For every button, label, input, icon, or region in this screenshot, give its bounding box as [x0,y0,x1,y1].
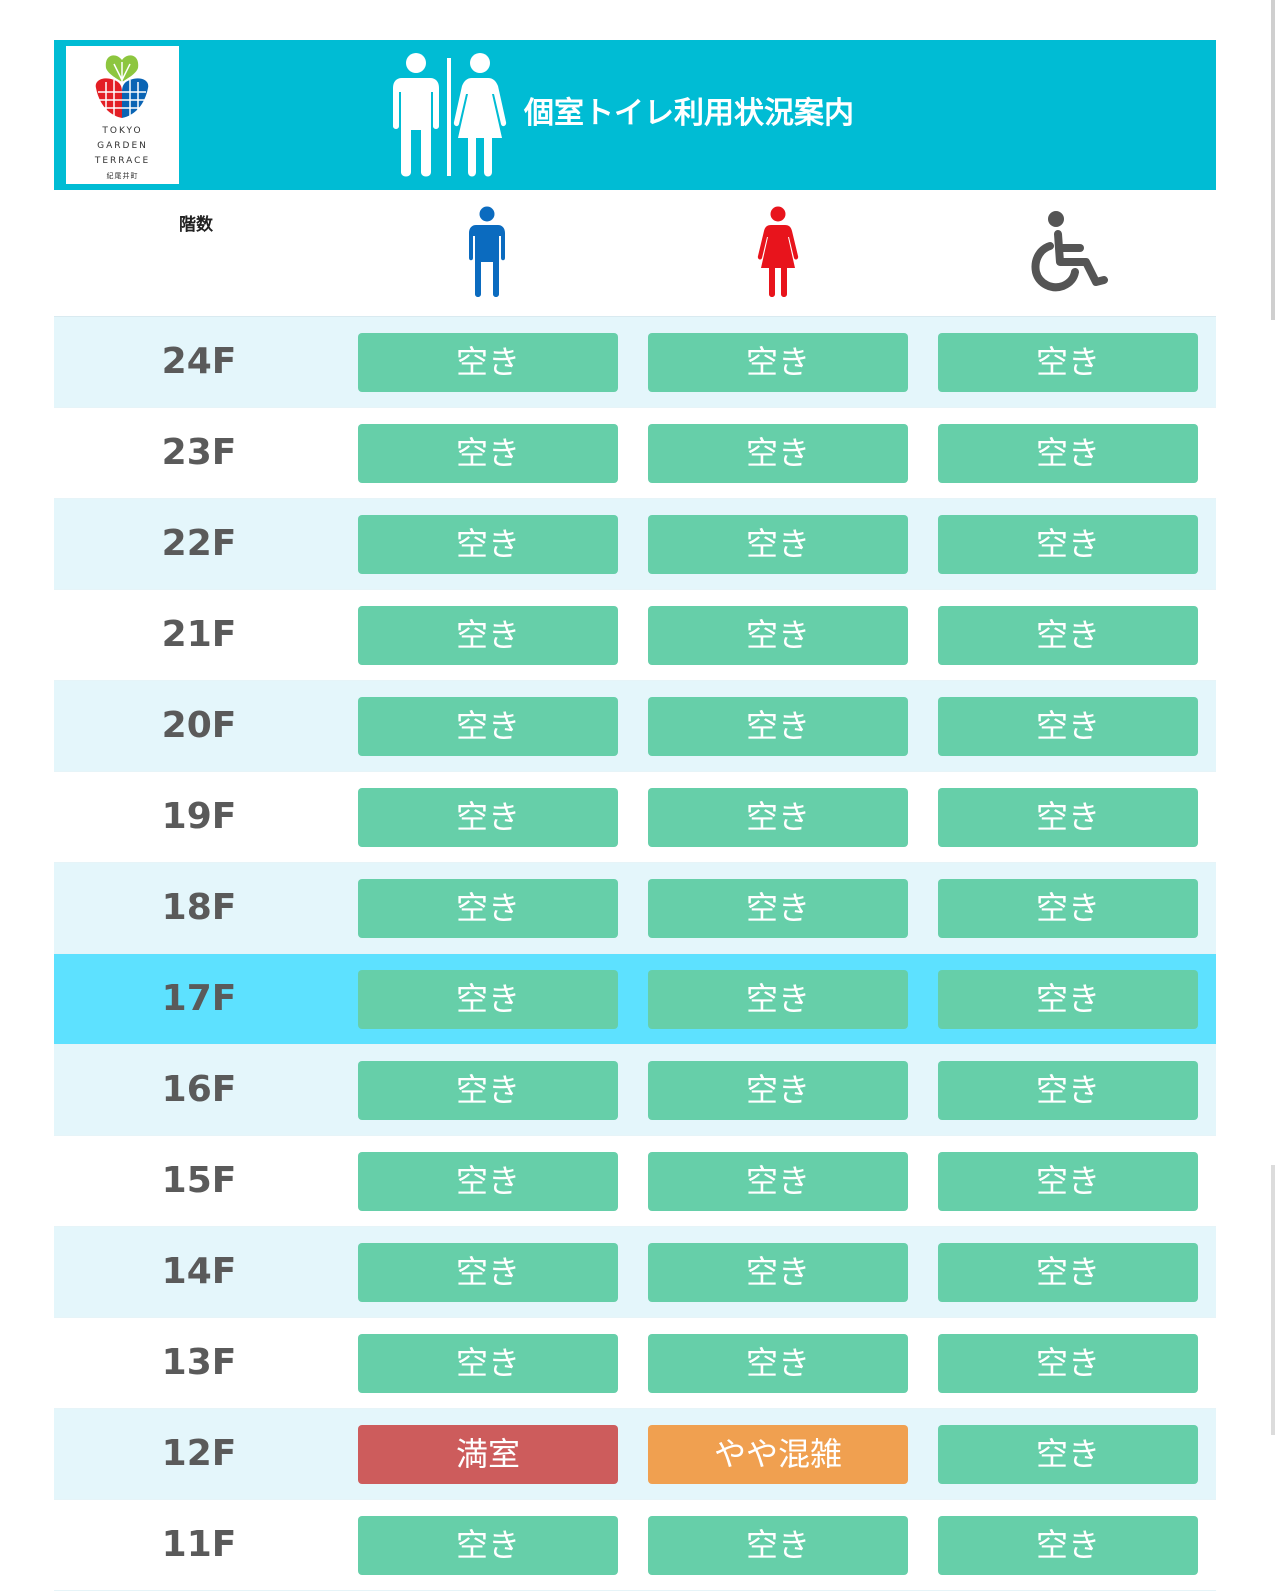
floor-label: 23F [161,432,237,473]
floor-label: 21F [161,614,237,655]
floor-label: 15F [161,1160,237,1201]
status-badge-female: やや混雑 [648,1425,908,1484]
floor-row: 15F 空き 空き 空き [54,1136,1216,1227]
floor-label: 20F [161,705,237,746]
status-badge-accessible: 空き [938,1334,1198,1393]
status-badge-male: 空き [358,424,618,483]
status-badge-female: 空き [648,424,908,483]
status-badge-male: 空き [358,1152,618,1211]
status-badge-male: 空き [358,606,618,665]
status-badge-male: 空き [358,788,618,847]
status-badge-female: 空き [648,333,908,392]
logo-mark-icon [95,55,149,118]
status-badge-male: 空き [358,697,618,756]
wheelchair-icon [1031,211,1108,292]
floor-row: 14F 空き 空き 空き [54,1227,1216,1318]
floor-row: 18F 空き 空き 空き [54,863,1216,954]
floor-label: 18F [161,887,237,928]
status-badge-male: 空き [358,1334,618,1393]
status-badge-female: 空き [648,697,908,756]
header-banner: TOKYO GARDEN TERRACE 紀尾井町 個室トイレ利用状況案内 [54,40,1216,190]
status-badge-female: 空き [648,970,908,1029]
floor-label: 12F [161,1433,237,1474]
floor-label: 16F [161,1069,237,1110]
floor-row: 17F 空き 空き 空き [54,954,1216,1045]
status-badge-accessible: 空き [938,970,1198,1029]
floor-column-header: 階数 [179,215,213,235]
status-badge-male: 空き [358,879,618,938]
restroom-icon [393,53,507,177]
status-badge-female: 空き [648,515,908,574]
status-badge-accessible: 空き [938,515,1198,574]
page-title: 個室トイレ利用状況案内 [524,96,854,131]
status-badge-male: 満室 [358,1425,618,1484]
floor-row: 23F 空き 空き 空き [54,408,1216,499]
male-icon [469,206,505,297]
status-badge-accessible: 空き [938,879,1198,938]
status-badge-male: 空き [358,1516,618,1575]
floor-list: 24F 空き 空き 空き 23F 空き 空き 空き 22F 空き 空き 空き 21F 空き 空き 空き 20F 空… [54,317,1216,1591]
status-badge-accessible: 空き [938,1243,1198,1302]
floor-row: 24F 空き 空き 空き [54,317,1216,408]
status-badge-male: 空き [358,970,618,1029]
status-badge-accessible: 空き [938,788,1198,847]
status-badge-female: 空き [648,1061,908,1120]
logo-text-line-1: TOKYO [102,126,143,136]
floor-label: 11F [161,1524,237,1565]
status-badge-female: 空き [648,1243,908,1302]
status-badge-female: 空き [648,1334,908,1393]
floor-row: 12F 満室 やや混雑 空き [54,1409,1216,1500]
status-badge-accessible: 空き [938,1152,1198,1211]
status-badge-accessible: 空き [938,1425,1198,1484]
column-header-row: 階数 [54,190,1216,317]
floor-row: 16F 空き 空き 空き [54,1045,1216,1136]
scrollbar-track-marker [1271,1165,1275,1435]
status-badge-male: 空き [358,515,618,574]
scrollbar-thumb[interactable] [1271,0,1275,320]
floor-label: 24F [161,341,237,382]
floor-row: 19F 空き 空き 空き [54,772,1216,863]
status-badge-accessible: 空き [938,1061,1198,1120]
floor-row: 11F 空き 空き 空き [54,1500,1216,1591]
floor-label: 19F [161,796,237,837]
status-badge-accessible: 空き [938,606,1198,665]
status-badge-accessible: 空き [938,333,1198,392]
status-badge-female: 空き [648,879,908,938]
status-badge-accessible: 空き [938,424,1198,483]
status-badge-female: 空き [648,1516,908,1575]
floor-label: 22F [161,523,237,564]
floor-label: 13F [161,1342,237,1383]
status-badge-female: 空き [648,1152,908,1211]
status-badge-accessible: 空き [938,1516,1198,1575]
restroom-status-board: TOKYO GARDEN TERRACE 紀尾井町 個室トイレ利用状況案内 階数 [54,40,1216,1591]
female-icon [757,206,799,297]
status-badge-female: 空き [648,788,908,847]
floor-row: 21F 空き 空き 空き [54,590,1216,681]
floor-label: 17F [161,978,237,1019]
floor-row: 20F 空き 空き 空き [54,681,1216,772]
logo-text-line-3: TERRACE [94,156,151,166]
status-badge-male: 空き [358,333,618,392]
status-badge-male: 空き [358,1061,618,1120]
logo-text-line-2: GARDEN [97,141,148,151]
tokyo-garden-terrace-logo: TOKYO GARDEN TERRACE 紀尾井町 [66,46,179,184]
status-badge-female: 空き [648,606,908,665]
status-badge-accessible: 空き [938,697,1198,756]
floor-label: 14F [161,1251,237,1292]
floor-row: 22F 空き 空き 空き [54,499,1216,590]
floor-row: 13F 空き 空き 空き [54,1318,1216,1409]
logo-text-line-4: 紀尾井町 [106,172,139,180]
status-badge-male: 空き [358,1243,618,1302]
